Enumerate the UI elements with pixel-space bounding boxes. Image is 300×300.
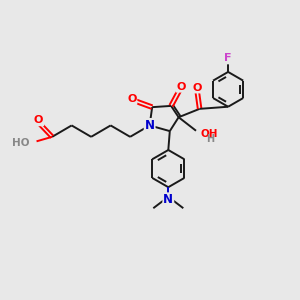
Text: OH: OH: [200, 129, 218, 139]
Text: N: N: [163, 193, 173, 206]
Text: O: O: [176, 82, 186, 92]
Text: HO: HO: [12, 138, 30, 148]
Text: O: O: [193, 82, 202, 92]
Text: N: N: [145, 119, 154, 132]
Text: O: O: [34, 115, 43, 125]
Text: H: H: [206, 134, 214, 144]
Text: O: O: [127, 94, 136, 104]
Text: F: F: [224, 53, 232, 63]
